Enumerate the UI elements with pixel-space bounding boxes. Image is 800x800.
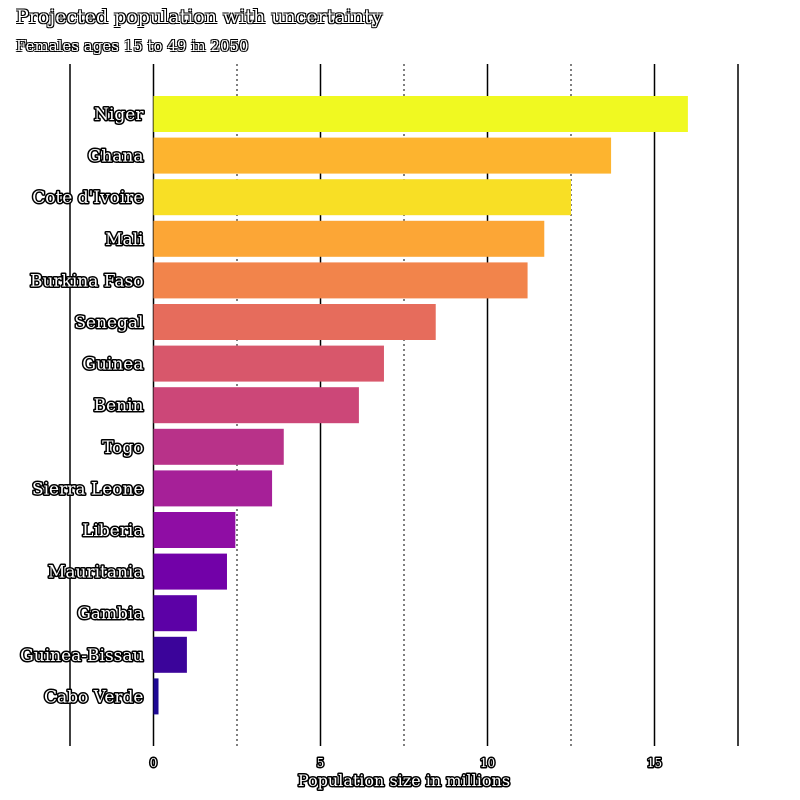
bar-burkina-faso (153, 262, 528, 299)
bar-gambia (153, 595, 197, 632)
category-label: Niger (94, 105, 144, 125)
category-label: Sierra Leone (32, 479, 144, 499)
bar-mauritania (153, 553, 227, 590)
category-label: Cote d'Ivoire (32, 188, 143, 208)
chart-subtitle: Females ages 15 to 49 in 2050 (16, 37, 249, 55)
category-label: Togo (102, 438, 143, 458)
category-label: Liberia (82, 521, 143, 541)
x-tick-label: 5 (317, 756, 325, 770)
bar-togo (153, 428, 284, 465)
bar-benin (153, 387, 359, 424)
category-label: Mali (105, 230, 144, 250)
x-axis-label: Population size in millions (298, 771, 510, 790)
category-label: Mauritania (48, 563, 144, 583)
bar-niger (153, 96, 688, 132)
bar-mali (153, 220, 545, 257)
category-label: Guinea (82, 355, 143, 375)
bars (153, 96, 688, 715)
chart-title: Projected population with uncertainty (16, 6, 383, 28)
x-tick-label: 0 (150, 756, 158, 770)
category-label: Guinea-Bissau (20, 646, 143, 666)
x-tick-label: 10 (480, 756, 495, 770)
bar-senegal (153, 304, 436, 340)
x-tick-labels: 0 5 10 15 (148, 755, 663, 772)
category-label: Burkina Faso (30, 271, 144, 291)
bar-guinea-bissau (153, 636, 187, 673)
bar-sierra-leone (153, 470, 273, 507)
bar-liberia (153, 512, 236, 548)
bar-cote-d-ivoire (153, 179, 571, 216)
category-label: Senegal (74, 313, 143, 333)
bar-ghana (153, 137, 612, 174)
category-label: Benin (94, 396, 144, 416)
bar-guinea (153, 345, 384, 382)
category-label: Gambia (77, 604, 143, 624)
x-tick-label: 15 (647, 756, 662, 770)
category-labels: Niger Ghana Cote d'Ivoire Mali Burkina Faso S… (19, 104, 146, 709)
category-label: Cabo Verde (44, 687, 144, 707)
bar-cabo-verde (153, 678, 159, 715)
category-label: Ghana (88, 147, 144, 167)
